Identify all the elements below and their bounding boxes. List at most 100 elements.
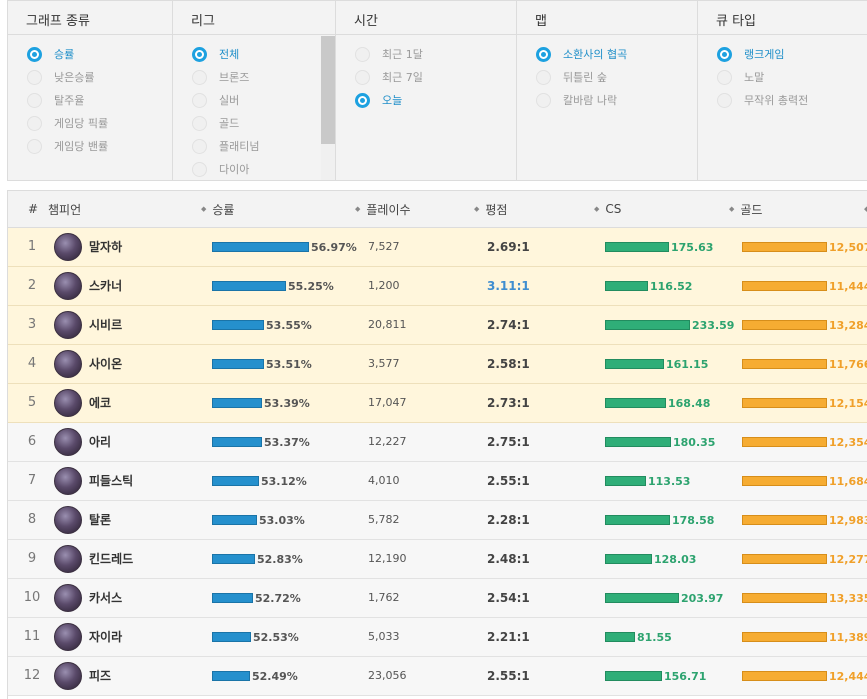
rank-number: 4 xyxy=(27,356,37,371)
radio-icon[interactable] xyxy=(27,92,42,108)
radio-icon[interactable] xyxy=(192,138,207,154)
filter-option[interactable]: 실버 xyxy=(173,89,239,111)
champion-avatar[interactable] xyxy=(54,467,82,495)
champion-name[interactable]: 시비르 xyxy=(89,318,123,332)
table-row[interactable]: 10 카서스 52.72% 1,762 2.54:1 203.97 13,335 xyxy=(8,579,867,618)
table-row[interactable]: 1 말자하 56.97% 7,527 2.69:1 175.63 12,507 xyxy=(8,228,867,267)
radio-selected-icon[interactable] xyxy=(27,46,42,62)
header-champion[interactable]: 챔피언 xyxy=(48,191,81,227)
radio-icon[interactable] xyxy=(355,69,370,85)
champion-avatar[interactable] xyxy=(54,545,82,573)
filter-league-title: 리그 xyxy=(173,1,335,35)
radio-icon[interactable] xyxy=(536,92,551,108)
filter-option[interactable]: 전체 xyxy=(173,43,239,65)
champion-avatar[interactable] xyxy=(54,623,82,651)
filter-option[interactable]: 뒤틀린 숲 xyxy=(517,66,607,88)
filter-map: 맵 소환사의 협곡 뒤틀린 숲 칼바람 나락 xyxy=(517,0,698,181)
radio-icon[interactable] xyxy=(717,92,732,108)
winrate-value: 53.55% xyxy=(266,318,312,332)
champion-name[interactable]: 카서스 xyxy=(89,591,123,605)
filter-option[interactable]: 최근 1달 xyxy=(336,43,423,65)
radio-icon[interactable] xyxy=(27,69,42,85)
league-scrollbar-thumb[interactable] xyxy=(321,36,335,144)
filter-option[interactable]: 승률 xyxy=(8,43,74,65)
filter-option[interactable]: 소환사의 협곡 xyxy=(517,43,627,65)
champion-avatar[interactable] xyxy=(54,233,82,261)
champion-avatar[interactable] xyxy=(54,272,82,300)
filter-option[interactable]: 노말 xyxy=(698,66,764,88)
filter-option[interactable]: 무작위 총력전 xyxy=(698,89,808,111)
champion-name[interactable]: 피들스틱 xyxy=(89,474,134,488)
filter-option[interactable]: 게임당 밴률 xyxy=(8,135,108,157)
champion-avatar[interactable] xyxy=(54,428,82,456)
filter-option[interactable]: 랭크게임 xyxy=(698,43,784,65)
kda-value: 2.54:1 xyxy=(487,591,530,605)
radio-icon[interactable] xyxy=(355,46,370,62)
filter-option[interactable]: 최근 7일 xyxy=(336,66,423,88)
header-plays[interactable]: ◆ 플레이수 xyxy=(355,191,411,227)
champion-name[interactable]: 피즈 xyxy=(89,669,112,683)
cs-value: 161.15 xyxy=(666,357,709,371)
champion-name[interactable]: 에코 xyxy=(89,396,112,410)
filter-option-label: 최근 7일 xyxy=(382,71,423,84)
champion-name[interactable]: 자이라 xyxy=(89,630,123,644)
table-row[interactable]: 2 스카너 55.25% 1,200 3.11:1 116.52 11,444 xyxy=(8,267,867,306)
radio-icon[interactable] xyxy=(192,69,207,85)
filter-map-title: 맵 xyxy=(517,1,697,35)
table-row[interactable]: 11 자이라 52.53% 5,033 2.21:1 81.55 11,389 xyxy=(8,618,867,657)
champion-avatar[interactable] xyxy=(54,389,82,417)
header-cs[interactable]: ◆ CS xyxy=(594,191,621,227)
header-kda[interactable]: ◆ 평점 xyxy=(474,191,507,227)
rank-number: 8 xyxy=(27,512,37,527)
champion-avatar[interactable] xyxy=(54,350,82,378)
champion-name[interactable]: 말자하 xyxy=(89,240,123,254)
radio-icon[interactable] xyxy=(27,138,42,154)
filter-option[interactable]: 플래티넘 xyxy=(173,135,259,157)
header-gold[interactable]: ◆ 골드 xyxy=(729,191,762,227)
cs-value: 81.55 xyxy=(637,630,672,644)
header-winrate[interactable]: ◆ 승률 xyxy=(201,191,234,227)
radio-selected-icon[interactable] xyxy=(355,92,370,108)
filter-option[interactable]: 브론즈 xyxy=(173,66,249,88)
table-row[interactable]: 3 시비르 53.55% 20,811 2.74:1 233.59 13,284 xyxy=(8,306,867,345)
radio-icon[interactable] xyxy=(27,115,42,131)
filter-option[interactable]: 낮은승률 xyxy=(8,66,94,88)
filter-option[interactable]: 오늘 xyxy=(336,89,402,111)
header-rank[interactable]: # xyxy=(28,191,38,227)
table-row[interactable]: 12 피즈 52.49% 23,056 2.55:1 156.71 12,444 xyxy=(8,657,867,696)
champion-avatar[interactable] xyxy=(54,584,82,612)
kda-value: 2.21:1 xyxy=(487,630,530,644)
gold-cell: 13,284 xyxy=(742,306,867,344)
champion-avatar[interactable] xyxy=(54,311,82,339)
radio-selected-icon[interactable] xyxy=(536,46,551,62)
filter-option[interactable]: 탈주율 xyxy=(8,89,84,111)
champion-avatar[interactable] xyxy=(54,506,82,534)
filter-option[interactable]: 골드 xyxy=(173,112,239,134)
table-row[interactable]: 5 에코 53.39% 17,047 2.73:1 168.48 12,154 xyxy=(8,384,867,423)
table-row[interactable]: 9 킨드레드 52.83% 12,190 2.48:1 128.03 12,277 xyxy=(8,540,867,579)
champion-avatar[interactable] xyxy=(54,662,82,690)
filter-option-label: 탈주율 xyxy=(54,94,85,107)
filter-option[interactable]: 다이아 xyxy=(173,158,249,180)
champion-name[interactable]: 탈론 xyxy=(89,513,112,527)
filter-option-label: 무작위 총력전 xyxy=(744,94,809,107)
table-row[interactable]: 6 아리 53.37% 12,227 2.75:1 180.35 12,354 xyxy=(8,423,867,462)
radio-icon[interactable] xyxy=(717,69,732,85)
radio-icon[interactable] xyxy=(192,115,207,131)
radio-selected-icon[interactable] xyxy=(192,46,207,62)
cs-value: 175.63 xyxy=(671,240,714,254)
champion-name[interactable]: 사이온 xyxy=(89,357,123,371)
filter-option[interactable]: 게임당 픽률 xyxy=(8,112,108,134)
table-row[interactable]: 4 사이온 53.51% 3,577 2.58:1 161.15 11,766 xyxy=(8,345,867,384)
radio-selected-icon[interactable] xyxy=(717,46,732,62)
filter-option[interactable]: 칼바람 나락 xyxy=(517,89,617,111)
champion-name[interactable]: 스카너 xyxy=(89,279,123,293)
radio-icon[interactable] xyxy=(192,161,207,177)
radio-icon[interactable] xyxy=(192,92,207,108)
champion-name[interactable]: 아리 xyxy=(89,435,112,449)
header-sort-extra[interactable]: ◆ xyxy=(864,191,867,227)
champion-name[interactable]: 킨드레드 xyxy=(89,552,134,566)
table-row[interactable]: 8 탈론 53.03% 5,782 2.28:1 178.58 12,983 xyxy=(8,501,867,540)
table-row[interactable]: 7 피들스틱 53.12% 4,010 2.55:1 113.53 11,684 xyxy=(8,462,867,501)
radio-icon[interactable] xyxy=(536,69,551,85)
